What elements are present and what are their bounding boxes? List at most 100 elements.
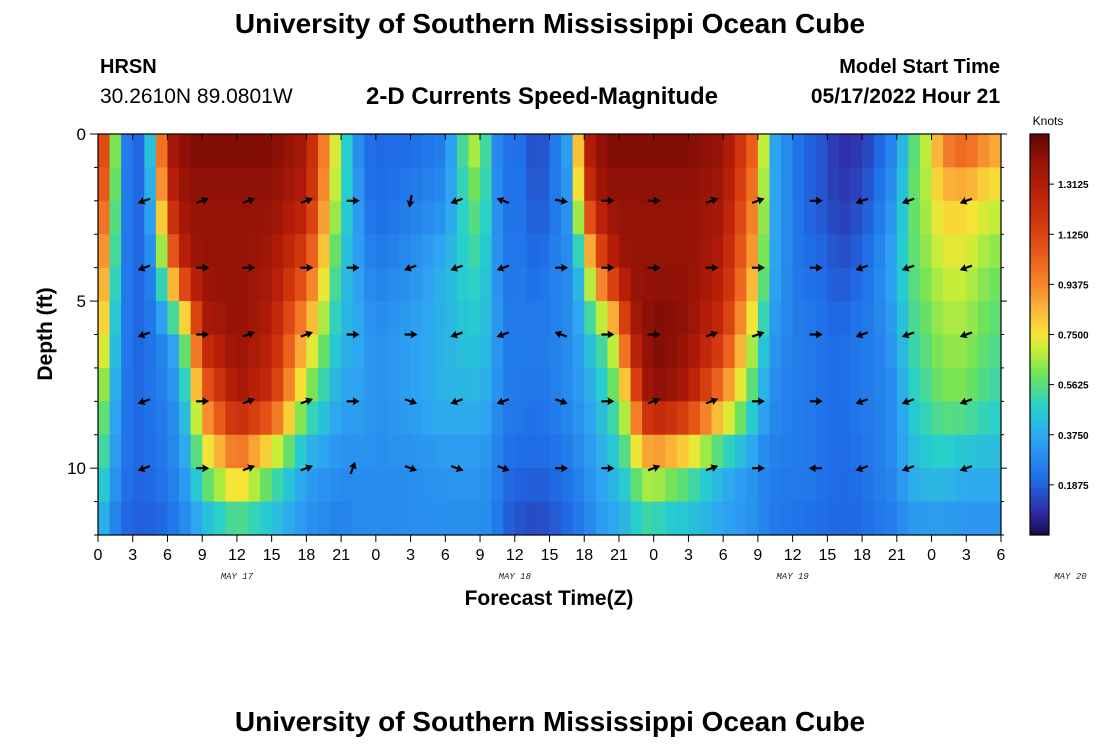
x-date-label: MAY 18 — [499, 572, 532, 582]
heatmap-cell — [862, 468, 875, 503]
heatmap-cell — [804, 200, 817, 235]
heatmap-cell — [387, 234, 400, 269]
current-arrow — [901, 197, 915, 205]
heatmap-cell — [781, 134, 794, 169]
heatmap-cell — [954, 301, 967, 336]
heatmap-cell — [966, 401, 979, 436]
heatmap-cell — [456, 167, 470, 202]
x-tick-label: 9 — [753, 547, 762, 564]
heatmap-cell — [595, 234, 608, 269]
heatmap-cell — [908, 267, 921, 302]
heatmap-cell — [676, 434, 690, 469]
x-axis-label: Forecast Time(Z) — [465, 587, 634, 610]
heatmap-cell — [364, 167, 377, 202]
heatmap-cell — [734, 234, 747, 269]
heatmap-cell — [236, 501, 250, 535]
heatmap-cell — [642, 267, 655, 302]
arrow-shaft — [964, 331, 973, 337]
heatmap-cell — [607, 468, 620, 503]
heatmap-cell — [387, 367, 400, 402]
heatmap-cell — [572, 468, 585, 503]
heatmap-cell — [781, 468, 794, 503]
heatmap-cell — [98, 200, 111, 235]
heatmap-cell — [989, 501, 1001, 535]
heatmap-cell — [225, 367, 238, 402]
heatmap-cell — [908, 367, 921, 402]
current-arrow — [242, 464, 256, 472]
heatmap-cell — [225, 434, 238, 469]
heatmap-cell — [769, 401, 782, 436]
heatmap-cell — [757, 334, 771, 369]
heatmap-cell — [109, 234, 122, 269]
heatmap-cell — [445, 134, 458, 169]
heatmap-cell — [989, 301, 1001, 336]
heatmap-cell — [977, 234, 991, 269]
heatmap-cell — [607, 200, 620, 235]
heatmap-cell — [456, 267, 470, 302]
heatmap-cell — [746, 200, 759, 235]
heatmap-cell — [260, 200, 273, 235]
heatmap-cell — [688, 434, 701, 469]
arrow-shaft — [454, 264, 463, 270]
heatmap-cell — [977, 501, 991, 535]
heatmap-cell — [908, 501, 921, 535]
heatmap-cell — [653, 167, 666, 202]
heatmap-cell — [757, 167, 771, 202]
heatmap-cell — [896, 167, 909, 202]
heatmap-cell — [618, 434, 632, 469]
heatmap-cell — [132, 468, 145, 503]
heatmap-cell — [503, 234, 516, 269]
heatmap-cell — [931, 334, 944, 369]
heatmap-cell — [422, 267, 435, 302]
heatmap-cell — [329, 234, 342, 269]
arrow-head — [137, 197, 146, 205]
heatmap-cell — [885, 501, 898, 535]
heatmap-cell — [410, 200, 423, 235]
heatmap-cell — [943, 134, 956, 169]
heatmap-cell — [931, 434, 944, 469]
heatmap-cell — [700, 401, 713, 436]
heatmap-cell — [896, 334, 909, 369]
heatmap-cell — [919, 468, 933, 503]
heatmap-cell — [260, 267, 273, 302]
heatmap-cell — [862, 434, 875, 469]
heatmap-cell — [526, 234, 539, 269]
colorbar-tick-label: 0.7500 — [1058, 331, 1089, 342]
heatmap-cell — [607, 167, 620, 202]
heatmap-cell — [804, 301, 817, 336]
arrow-head — [757, 263, 765, 272]
current-arrow — [647, 263, 661, 272]
heatmap-cell — [271, 167, 284, 202]
heatmap-cell — [271, 434, 284, 469]
heatmap-cell — [352, 468, 365, 503]
arrow-shaft — [500, 199, 510, 204]
heatmap-cell — [213, 334, 226, 369]
heatmap-cell — [364, 501, 377, 535]
heatmap-cell — [121, 501, 134, 535]
heatmap-cell — [514, 200, 527, 235]
heatmap-cell — [584, 434, 597, 469]
arrow-head — [450, 397, 459, 406]
heatmap-cell — [468, 401, 481, 436]
heatmap-cell — [595, 468, 608, 503]
heatmap-cell — [294, 267, 307, 302]
heatmap-cell — [537, 167, 551, 202]
heatmap-cell — [700, 234, 713, 269]
heatmap-cell — [445, 501, 458, 535]
heatmap-cell — [202, 134, 215, 169]
heatmap-cell — [584, 200, 597, 235]
heatmap-cell — [676, 401, 690, 436]
heatmap-cell — [954, 134, 967, 169]
heatmap-cell — [375, 200, 389, 235]
heatmap-cell — [989, 200, 1001, 235]
heatmap-cell — [132, 267, 145, 302]
arrow-head — [710, 197, 719, 205]
heatmap-cell — [375, 367, 389, 402]
arrow-head — [404, 263, 412, 272]
heatmap-cell — [433, 367, 446, 402]
heatmap-cell — [399, 434, 412, 469]
heatmap-cell — [225, 301, 238, 336]
heatmap-cell — [676, 234, 690, 269]
heatmap-cell — [456, 434, 470, 469]
heatmap-cell — [746, 134, 759, 169]
